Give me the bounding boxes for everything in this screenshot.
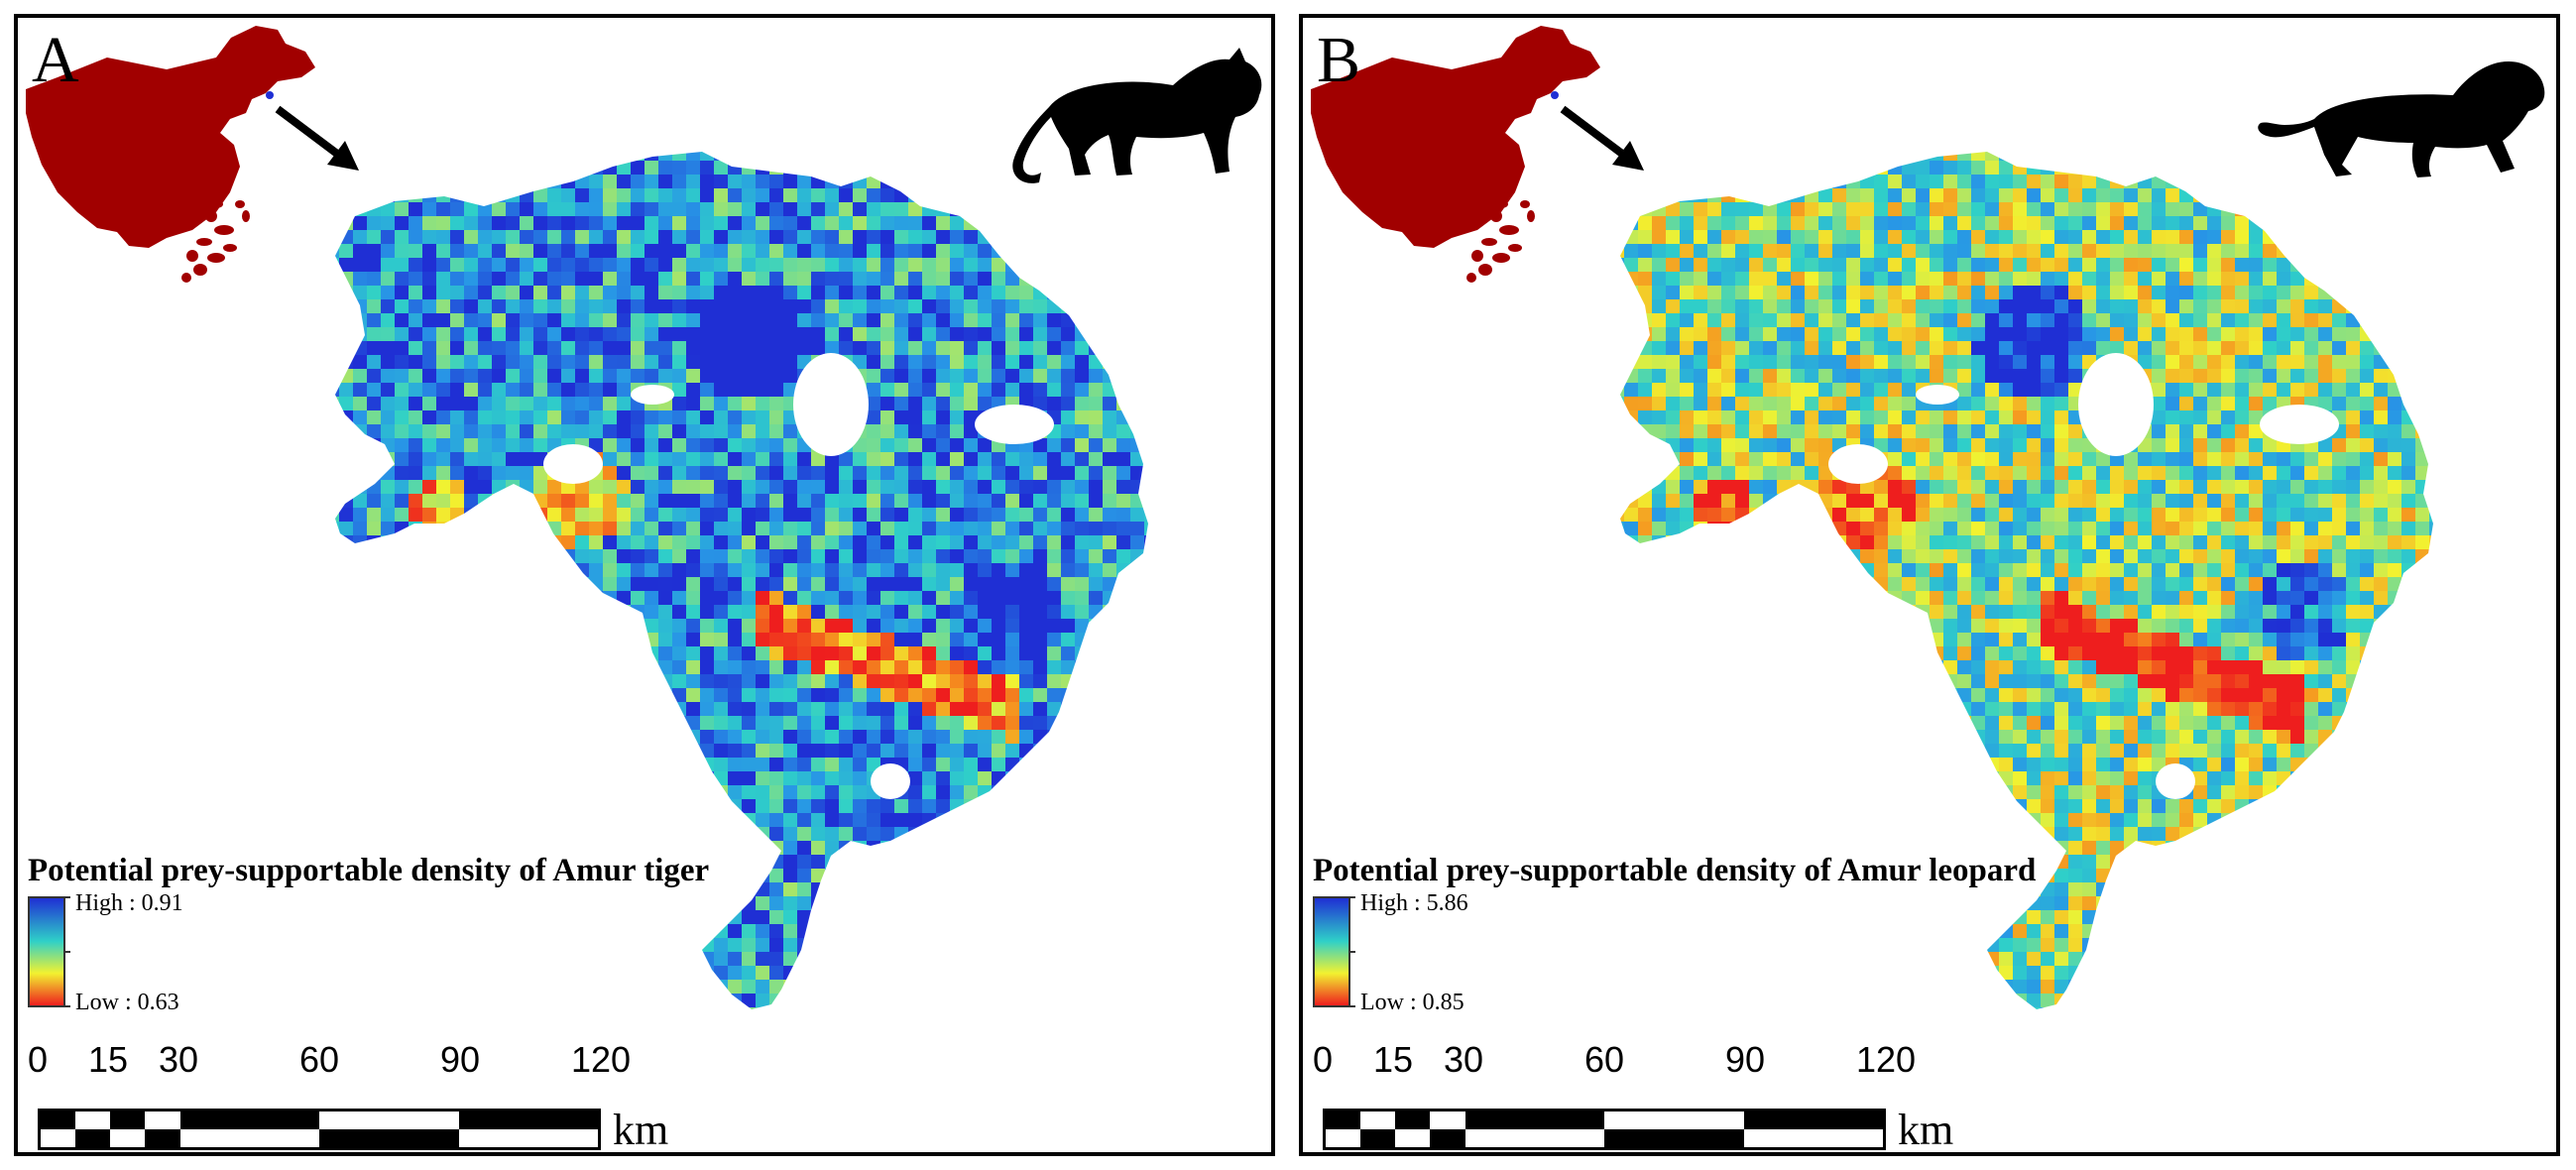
legend-high-label: High : 5.86: [1360, 890, 1468, 916]
legend-low-label: Low : 0.63: [75, 990, 179, 1015]
scale-segment: [458, 1129, 598, 1147]
scale-label: 30: [1443, 1039, 1484, 1080]
tiger-silhouette-icon: [1012, 48, 1262, 183]
scale-segment: [1430, 1112, 1465, 1129]
scale-segment: [458, 1112, 598, 1129]
scale-segment: [1464, 1129, 1604, 1147]
panel-letter: A: [32, 24, 79, 96]
scale-segment: [1743, 1112, 1883, 1129]
scale-label: 0: [27, 1039, 49, 1080]
density-map-a: [26, 26, 1148, 1009]
study-area-raster: [335, 152, 1148, 1009]
china-inset-map: [1311, 26, 1600, 283]
scale-label: 90: [439, 1039, 481, 1080]
scale-segment: [1743, 1129, 1883, 1147]
scale-unit: km: [1898, 1106, 1954, 1154]
scale-segment: [1326, 1129, 1361, 1147]
ramp-tick-mid: [65, 951, 70, 953]
legend-title: Potential prey-supportable density of Am…: [28, 853, 710, 888]
density-map-b: [1311, 26, 2433, 1009]
map-panel-b: B Potential prey-supportable density of …: [1299, 14, 2560, 1156]
scale-segment: [110, 1129, 146, 1147]
scale-segment: [110, 1112, 146, 1129]
scale-bar-graphic: [38, 1109, 601, 1150]
scale-segment: [75, 1112, 111, 1129]
legend-title: Potential prey-supportable density of Am…: [1313, 853, 2037, 888]
legend-high-label: High : 0.91: [75, 890, 183, 916]
scale-segment: [1604, 1129, 1744, 1147]
scale-bar: 0 15 30 60 90 120 km: [1303, 1039, 1997, 1154]
scale-segment: [1360, 1129, 1396, 1147]
scale-label: 120: [1855, 1039, 1917, 1080]
scale-segment: [1604, 1112, 1744, 1129]
ramp-tick-bottom: [1350, 1005, 1355, 1007]
color-ramp: [28, 896, 65, 1007]
scale-segment: [319, 1112, 459, 1129]
ramp-tick-mid: [1350, 951, 1355, 953]
ramp-tick-top: [1350, 896, 1355, 898]
leopard-silhouette-icon: [2258, 61, 2545, 177]
scale-label: 120: [570, 1039, 632, 1080]
scale-label: 15: [1372, 1039, 1414, 1080]
scale-segment: [319, 1129, 459, 1147]
scale-label: 60: [298, 1039, 340, 1080]
color-ramp: [1313, 896, 1350, 1007]
scale-segment: [1464, 1112, 1604, 1129]
pointer-arrow: [1560, 105, 1644, 171]
pointer-arrow: [275, 105, 359, 171]
map-panel-a: A Potential prey-supportable density of …: [14, 14, 1275, 1156]
scale-unit: km: [613, 1106, 669, 1154]
scale-segment: [1430, 1129, 1465, 1147]
china-inset-map: [26, 26, 315, 283]
scale-segment: [145, 1112, 180, 1129]
scale-segment: [179, 1112, 319, 1129]
scale-label: 15: [87, 1039, 129, 1080]
scale-segment: [1326, 1112, 1361, 1129]
scale-segment: [179, 1129, 319, 1147]
ramp-tick-top: [65, 896, 70, 898]
scale-bar: 0 15 30 60 90 120 km: [18, 1039, 712, 1154]
panel-letter: B: [1317, 24, 1361, 96]
scale-segment: [41, 1112, 76, 1129]
scale-label: 0: [1312, 1039, 1334, 1080]
scale-segment: [75, 1129, 111, 1147]
scale-label: 60: [1583, 1039, 1625, 1080]
scale-segment: [1395, 1112, 1431, 1129]
legend-low-label: Low : 0.85: [1360, 990, 1464, 1015]
scale-bar-graphic: [1323, 1109, 1886, 1150]
scale-segment: [145, 1129, 180, 1147]
scale-segment: [1360, 1112, 1396, 1129]
study-area-raster: [1620, 152, 2433, 1009]
scale-segment: [41, 1129, 76, 1147]
scale-label: 30: [158, 1039, 199, 1080]
scale-segment: [1395, 1129, 1431, 1147]
ramp-tick-bottom: [65, 1005, 70, 1007]
scale-label: 90: [1724, 1039, 1766, 1080]
